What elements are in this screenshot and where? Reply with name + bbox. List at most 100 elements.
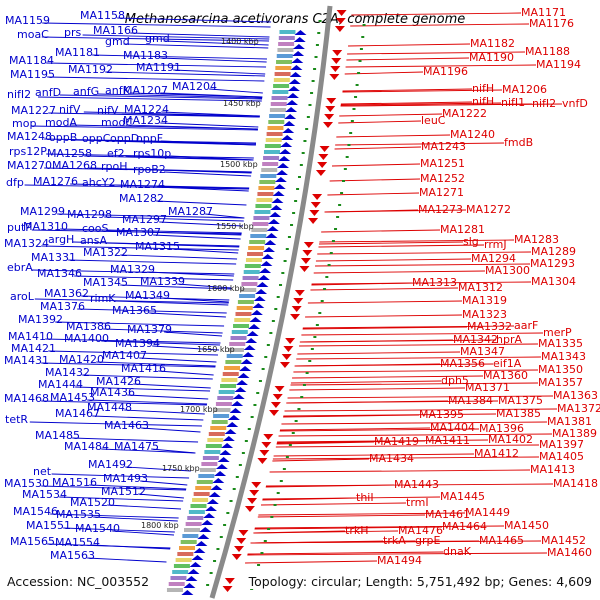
gene-arrow — [248, 324, 261, 329]
feature-block — [192, 498, 209, 502]
tick-mark — [292, 212, 296, 214]
feature-block — [215, 402, 232, 406]
left-gene-leader-line — [41, 245, 239, 251]
left-gene-label: MA1299 — [20, 205, 65, 218]
gene-arrow — [221, 443, 234, 448]
left-gene-leader-line — [44, 138, 257, 144]
gene-arrow — [287, 86, 300, 91]
gene-arrow — [326, 98, 337, 104]
left-gene-label: MA1376 — [40, 300, 85, 313]
left-gene-label: MA1463 — [104, 419, 149, 432]
gene-arrow — [260, 261, 273, 266]
left-gene-label: net — [33, 465, 52, 478]
gene-arrow — [234, 387, 247, 392]
left-gene-leader-line — [82, 374, 213, 380]
left-gene-label: dfp — [6, 176, 24, 189]
feature-block — [213, 414, 230, 418]
left-gene-leader-line — [97, 93, 263, 99]
left-gene-label: MA1432 — [45, 366, 90, 379]
right-gene-label: MA1171 — [521, 6, 566, 19]
left-gene-leader-line — [55, 321, 225, 327]
gene-arrow — [259, 450, 270, 456]
right-gene-label: MA1332 — [467, 320, 512, 333]
right-gene-leader-line — [294, 363, 441, 367]
gene-arrow — [286, 100, 299, 105]
left-gene-leader-line — [48, 112, 260, 118]
gene-arrow — [315, 170, 326, 176]
gene-arrow — [199, 527, 212, 532]
tick-mark — [285, 456, 289, 458]
feature-block — [214, 408, 231, 412]
gene-arrow — [227, 415, 240, 420]
feature-block — [263, 156, 280, 160]
right-gene-leader-line — [257, 514, 426, 518]
left-gene-label: MA1270 — [7, 159, 52, 172]
feature-block — [196, 480, 213, 484]
left-gene-label: modA — [45, 116, 77, 129]
right-gene-leader-line — [265, 483, 554, 487]
gene-arrow — [249, 317, 262, 322]
right-gene-label: MA1294 — [471, 252, 516, 265]
right-gene-leader-line — [254, 525, 505, 529]
feature-block — [252, 222, 269, 226]
gene-arrow — [215, 464, 228, 469]
left-gene-leader-line — [158, 370, 214, 376]
gene-arrow — [224, 429, 237, 434]
right-gene-leader-line — [310, 287, 459, 291]
left-gene-label: MA1546 — [13, 505, 58, 518]
feature-block — [262, 162, 279, 166]
accession-label: Accession: NC_003552 — [5, 574, 152, 589]
gene-arrow — [270, 402, 281, 408]
right-gene-label: MA1450 — [504, 519, 549, 532]
right-gene-leader-line — [319, 241, 464, 245]
feature-block — [211, 420, 228, 424]
tick-mark — [238, 464, 242, 466]
right-gene-label: MA1402 — [488, 433, 533, 446]
tick-mark — [282, 468, 286, 470]
left-gene-label: oppB — [49, 131, 77, 144]
right-gene-label: MA1188 — [525, 45, 570, 58]
feature-block — [243, 270, 260, 274]
right-gene-label: MA1396 — [479, 422, 524, 435]
gene-arrow — [183, 583, 196, 588]
right-gene-leader-line — [307, 300, 463, 304]
right-gene-label: MA1293 — [530, 257, 575, 270]
left-gene-label: ansA — [80, 234, 107, 247]
left-gene-label: MA1329 — [110, 263, 155, 276]
right-gene-label: slg — [463, 235, 479, 248]
gene-arrow — [332, 50, 343, 56]
tick-mark — [314, 56, 318, 58]
right-gene-leader-line — [253, 530, 346, 534]
gene-arrow — [235, 380, 248, 385]
left-gene-label: MA1297 — [122, 213, 167, 226]
right-gene-label: MA1342 — [453, 333, 498, 346]
tick-mark — [315, 44, 319, 46]
right-gene-label: nifH — [472, 82, 494, 95]
tick-mark — [299, 164, 303, 166]
right-gene-leader-line — [247, 552, 548, 556]
right-gene-leader-line — [327, 192, 420, 196]
tick-mark — [290, 224, 294, 226]
left-gene-label: MA1516 — [52, 476, 97, 489]
right-gene-leader-line — [324, 209, 419, 213]
tick-mark — [338, 204, 342, 206]
right-gene-label: MA1465 — [479, 534, 524, 547]
gene-arrow — [272, 394, 283, 400]
gene-arrow — [271, 198, 284, 203]
tick-mark — [288, 444, 292, 446]
right-gene-label: MA1357 — [538, 376, 583, 389]
left-gene-leader-line — [45, 338, 221, 344]
right-gene-label: MA1449 — [465, 506, 510, 519]
feature-block — [170, 576, 187, 580]
left-gene-label: MA1379 — [127, 323, 172, 336]
tick-mark — [269, 332, 273, 334]
tick-mark — [355, 84, 359, 86]
tick-mark — [276, 296, 280, 298]
feature-block — [202, 456, 219, 460]
gene-arrow — [181, 590, 194, 595]
tick-mark — [310, 92, 314, 94]
gene-arrow — [294, 30, 307, 35]
gene-arrow — [208, 492, 221, 497]
right-gene-label: MA1381 — [547, 415, 592, 428]
kbp-label: 1750 kbp — [162, 464, 200, 473]
